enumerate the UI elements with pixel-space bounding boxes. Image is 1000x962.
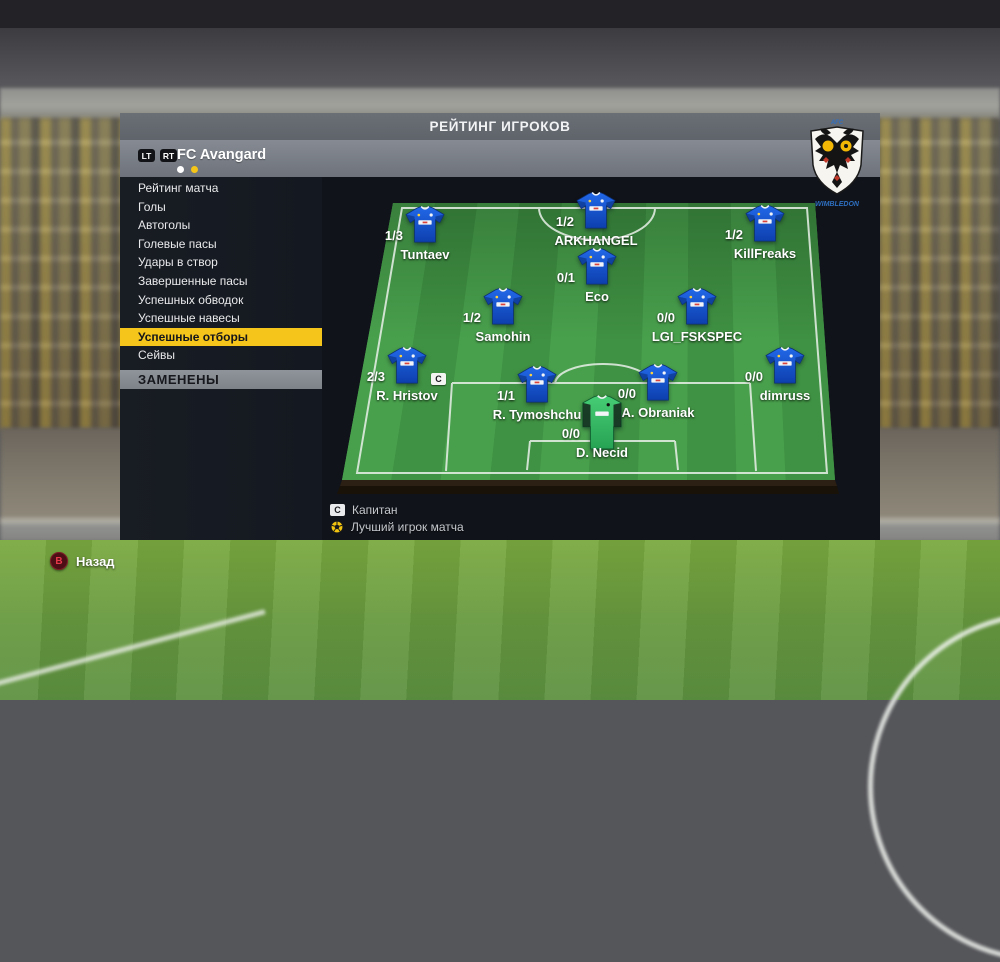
sidebar-background [120, 177, 322, 540]
pitch-lines [355, 207, 829, 474]
stadium-grass [0, 540, 1000, 700]
crest-yellow-circle [822, 140, 834, 152]
sidebar-item[interactable]: Успешные отборы [120, 327, 322, 347]
player-rating: 0/0 [617, 386, 636, 401]
player-name: Eco [585, 289, 609, 304]
player-name: ARKHANGEL [554, 233, 638, 248]
player-ratings-panel: РЕЙТИНГ ИГРОКОВ LT RT FC Avangard Рейтин… [120, 113, 880, 540]
sidebar-item[interactable]: Сейвы [138, 348, 176, 363]
legend-motm-label: Лучший игрок матча [351, 519, 464, 534]
crest-wimbledon-text: WIMBLEDON [815, 201, 860, 208]
sidebar-item[interactable]: Голевые пасы [138, 236, 217, 251]
sidebar-item[interactable]: Голы [138, 199, 166, 214]
stadium-roof [0, 28, 1000, 90]
player-rating: 2/3 [366, 369, 385, 384]
pitch-soil-edge [337, 486, 839, 494]
player-rating: 0/0 [656, 310, 675, 325]
goalkeeper-jersey-icon [579, 395, 625, 456]
player-name: KillFreaks [733, 246, 797, 261]
player-rating: 0/0 [744, 369, 763, 384]
pitch-soil-top [340, 480, 837, 486]
player-rating: 0/0 [561, 426, 580, 441]
jersey-icon [482, 287, 524, 331]
player-name: Samohin [475, 329, 531, 344]
ball-icon [330, 519, 344, 534]
player-name: A. Obraniak [621, 405, 695, 420]
player-name: Tuntaev [400, 247, 450, 262]
captain-badge: C [431, 373, 446, 385]
sidebar-item[interactable]: Успешные навесы [138, 311, 240, 326]
jersey-icon [637, 363, 679, 407]
player-rating: 1/2 [555, 214, 574, 229]
sidebar-item[interactable]: Завершенные пасы [138, 273, 248, 288]
player-name: R. Tymoshchu [492, 407, 582, 422]
player-rating: 0/1 [556, 270, 575, 285]
sidebar-item[interactable]: Автоголы [138, 218, 191, 233]
lt-shoulder-button[interactable]: LT [138, 149, 155, 162]
pitch: 1/3 Tuntaev 1/2 ARKHANGEL 1/2 KillFreaks 0/… [330, 191, 850, 495]
player-name: D. Necid [575, 445, 628, 460]
sidebar-item[interactable]: Успешных обводок [138, 292, 244, 307]
player-rating: 1/3 [384, 228, 403, 243]
substituted-section-header: ЗАМЕНЕНЫ [120, 370, 322, 389]
crest-red-accents [823, 157, 851, 181]
player-name: dimruss [759, 388, 811, 403]
page-dot-white [177, 166, 184, 173]
back-button[interactable]: B Назад [50, 552, 115, 570]
legend: C Капитан Лучший игрок матча [330, 501, 464, 535]
legend-motm-row: Лучший игрок матча [330, 518, 464, 535]
player-rating: 1/1 [496, 388, 515, 403]
team-name: FC Avangard [177, 147, 267, 163]
crest-afc-text: AFC [830, 120, 844, 126]
jersey-icon [676, 287, 718, 331]
jersey-icon [516, 365, 558, 409]
jersey-icon [744, 204, 786, 248]
page-title: РЕЙТИНГ ИГРОКОВ [429, 119, 571, 134]
sidebar-menu: Рейтинг матча Голы Автоголы Голевые пасы Уда… [120, 179, 322, 365]
legend-captain-label: Капитан [352, 502, 398, 517]
page-title-bar: РЕЙТИНГ ИГРОКОВ [120, 113, 880, 140]
team-crest-wimbledon: AFC WIMBLEDON [810, 120, 864, 208]
player-name: R. Hristov [376, 388, 438, 403]
jersey-icon [386, 346, 428, 390]
player-name: LGI_FSKSPEC [651, 329, 743, 344]
sidebar-item[interactable]: Рейтинг матча [138, 181, 219, 195]
team-switch-bar: LT RT FC Avangard [120, 140, 880, 177]
captain-badge-icon: C [330, 503, 345, 516]
jersey-icon [764, 346, 806, 390]
player-rating: 1/2 [724, 227, 743, 242]
sidebar-item[interactable]: Удары в створ [138, 255, 218, 270]
jersey-icon [576, 247, 618, 291]
stadium-roof-dark [0, 0, 1000, 30]
back-label: Назад [76, 553, 115, 569]
jersey-icon [404, 205, 446, 249]
player-rating: 1/2 [462, 310, 481, 325]
legend-captain-row: C Капитан [330, 501, 464, 518]
b-controller-icon: B [50, 552, 68, 570]
page-dot-yellow [191, 166, 198, 173]
jersey-icon [575, 191, 617, 235]
rt-shoulder-button[interactable]: RT [160, 149, 177, 162]
